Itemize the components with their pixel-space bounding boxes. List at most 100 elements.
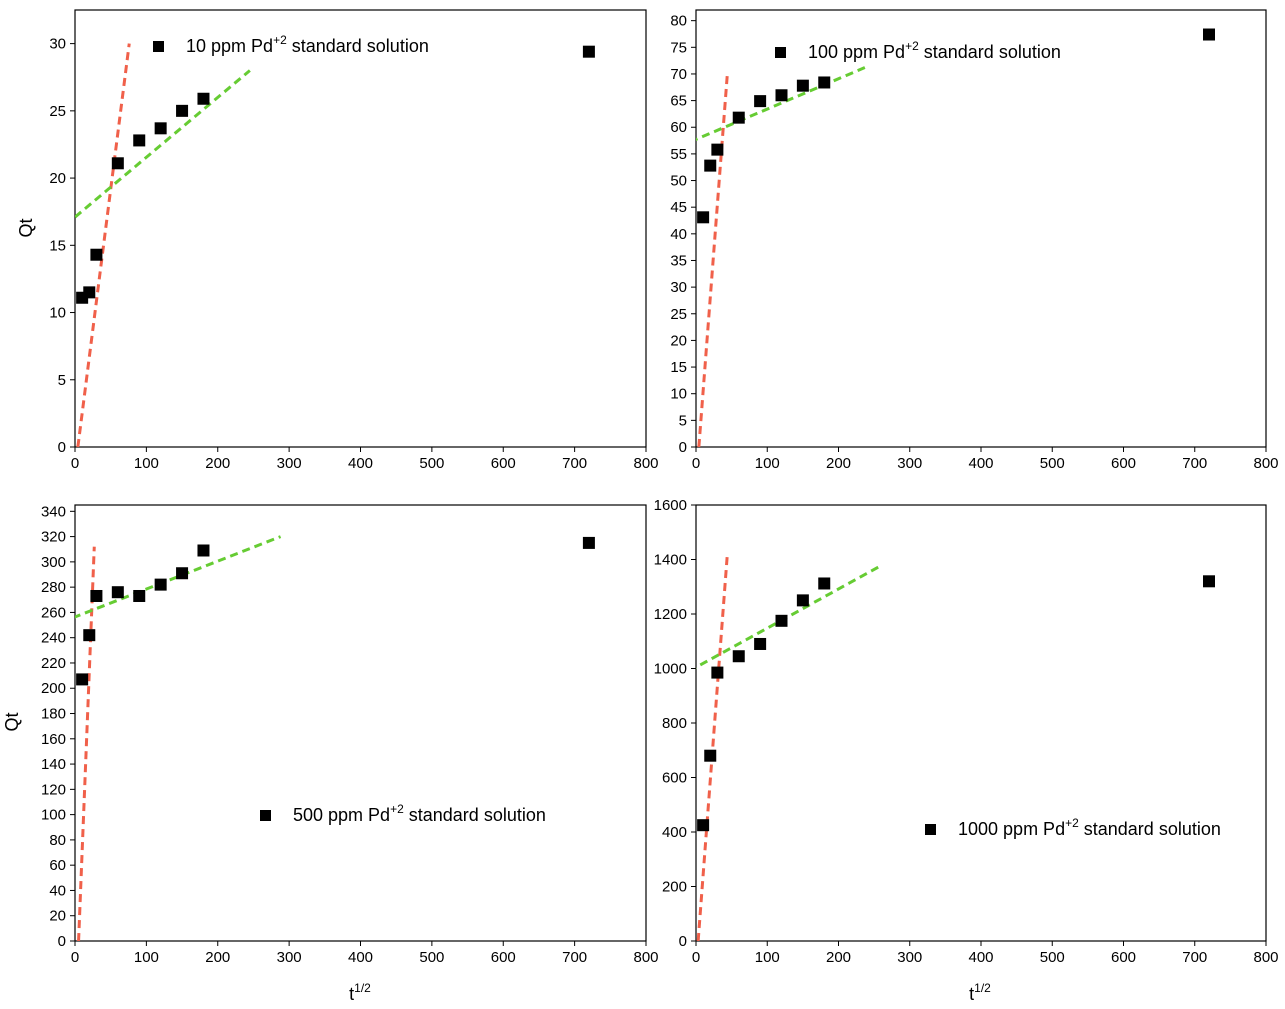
data-point: [111, 586, 124, 599]
chart-panel-3: 0 100 200 300 400 500 600 700 800 0 20 40 60 80 100 120…: [2, 503, 659, 1004]
y-tick-label: 80: [670, 13, 687, 30]
x-tick-label: 800: [633, 949, 658, 966]
y-tick-label: 100: [41, 807, 66, 824]
x-tick-label: 100: [134, 455, 159, 472]
x-tick-label: 600: [1111, 949, 1136, 966]
x-tick-label: 500: [1040, 455, 1065, 472]
y-axis-label: Qt: [2, 712, 22, 731]
legend-marker: [925, 824, 936, 835]
x-tick-label: 200: [205, 949, 230, 966]
data-point: [197, 92, 210, 105]
y-tick-label: 65: [670, 93, 687, 110]
data-point: [582, 536, 595, 549]
x-tick-label: 300: [897, 949, 922, 966]
x-tick-label: 500: [1040, 949, 1065, 966]
y-tick-label: 120: [41, 781, 66, 798]
y-tick-label: 1400: [654, 552, 687, 569]
data-point: [697, 211, 710, 224]
plot-frame: [74, 504, 647, 942]
data-point: [818, 577, 831, 590]
data-point: [133, 589, 146, 602]
data-point: [818, 76, 831, 89]
data-point: [775, 89, 788, 102]
x-tick-label: 300: [897, 455, 922, 472]
data-point: [83, 629, 96, 642]
y-tick-label: 220: [41, 655, 66, 672]
legend-marker: [153, 41, 164, 52]
data-point: [711, 143, 724, 156]
y-tick-label: 800: [662, 715, 687, 732]
data-point: [697, 819, 710, 832]
plot-frame: [74, 9, 647, 448]
data-point: [197, 544, 210, 557]
y-tick-label: 5: [679, 412, 687, 429]
y-tick-label: 200: [41, 680, 66, 697]
x-tick-label: 0: [71, 949, 79, 966]
y-tick-label: 70: [670, 66, 687, 83]
x-tick-label: 100: [755, 949, 780, 966]
x-axis-label: t1/2: [969, 981, 991, 1004]
data-point: [111, 157, 124, 170]
y-tick-label: 0: [58, 933, 66, 950]
y-tick-label: 40: [49, 882, 66, 899]
y-tick-label: 0: [58, 439, 66, 456]
chart-panel-4: 0 100 200 300 400 500 600 700 800 0 200 400 600 800 10…: [654, 497, 1279, 1004]
y-tick-label: 40: [670, 226, 687, 243]
y-tick-label: 60: [670, 119, 687, 136]
y-tick-label: 260: [41, 604, 66, 621]
x-tick-label: 800: [1253, 455, 1278, 472]
data-point: [1203, 28, 1215, 41]
fit-line-initial: [697, 73, 729, 447]
y-tick-label: 15: [670, 359, 687, 376]
y-tick-label: 320: [41, 529, 66, 546]
x-tick-label: 400: [968, 949, 993, 966]
data-point: [796, 594, 809, 607]
data-point: [704, 749, 717, 762]
x-tick-label: 400: [348, 949, 373, 966]
data-point: [1203, 575, 1215, 588]
y-tick-label: 30: [670, 279, 687, 296]
y-tick-label: 400: [662, 824, 687, 841]
fit-line-initial: [696, 553, 729, 941]
x-tick-label: 800: [1253, 949, 1278, 966]
x-tick-label: 200: [205, 455, 230, 472]
x-tick-label: 0: [692, 949, 700, 966]
y-tick-label: 20: [49, 170, 66, 187]
x-tick-label: 200: [826, 949, 851, 966]
y-tick-label: 180: [41, 706, 66, 723]
y-tick-label: 75: [670, 39, 687, 56]
y-tick-label: 300: [41, 554, 66, 571]
x-tick-label: 100: [134, 949, 159, 966]
legend-label: 1000 ppm Pd+2 standard solution: [958, 816, 1221, 839]
y-tick-label: 55: [670, 146, 687, 163]
data-point: [154, 578, 167, 591]
y-tick-label: 25: [670, 306, 687, 323]
x-tick-label: 600: [1111, 455, 1136, 472]
legend-marker: [260, 810, 271, 821]
data-point: [83, 286, 96, 299]
x-tick-label: 800: [633, 455, 658, 472]
y-tick-label: 5: [58, 372, 66, 389]
x-tick-label: 600: [491, 949, 516, 966]
data-point: [775, 614, 788, 627]
data-point: [732, 650, 745, 663]
y-tick-label: 45: [670, 199, 687, 216]
x-tick-label: 500: [419, 455, 444, 472]
y-tick-label: 200: [662, 879, 687, 896]
y-tick-label: 1600: [654, 497, 687, 514]
data-point: [76, 673, 89, 686]
x-tick-label: 300: [277, 455, 302, 472]
y-tick-label: 20: [670, 332, 687, 349]
y-tick-label: 240: [41, 630, 66, 647]
fit-line-initial: [76, 43, 131, 447]
y-axis-label: Qt: [16, 218, 36, 237]
legend-marker: [775, 47, 786, 58]
data-point: [176, 567, 189, 580]
plot-frame: [695, 9, 1267, 448]
x-tick-label: 0: [71, 455, 79, 472]
y-tick-label: 280: [41, 579, 66, 596]
legend-label: 10 ppm Pd+2 standard solution: [186, 33, 429, 56]
x-tick-label: 700: [562, 949, 587, 966]
x-tick-label: 300: [277, 949, 302, 966]
x-axis-label: t1/2: [349, 981, 371, 1004]
